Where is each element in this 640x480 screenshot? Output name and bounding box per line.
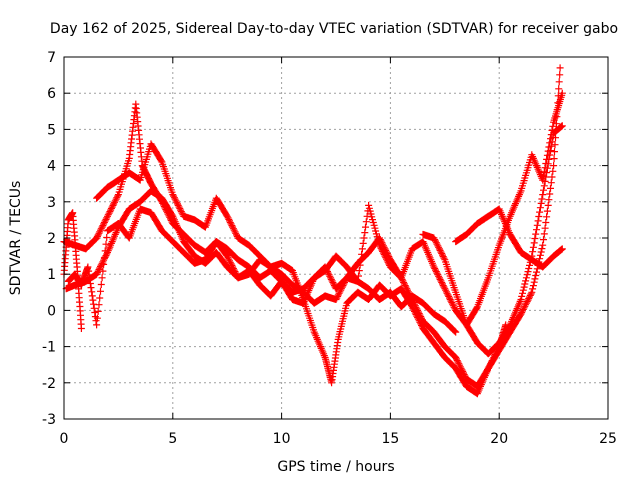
x-tick-label: 0	[60, 431, 69, 447]
y-tick-label: -1	[42, 340, 56, 356]
x-tick-label: 10	[273, 431, 291, 447]
data-points	[60, 64, 566, 398]
chart-title: Day 162 of 2025, Sidereal Day-to-day VTE…	[50, 21, 618, 37]
y-tick-label: 3	[47, 195, 56, 211]
y-tick-label: -2	[42, 376, 56, 392]
y-axis-label: SDTVAR / TECUs	[8, 181, 24, 296]
y-tick-label: 4	[47, 159, 56, 175]
y-tick-label: 0	[47, 303, 56, 319]
y-tick-label: 7	[47, 50, 56, 66]
y-tick-label: -3	[42, 412, 56, 428]
y-tick-label: 2	[47, 231, 56, 247]
grid	[64, 57, 608, 419]
axes: 0 5 10 15 20 25 -3 -2 -1 0 1 2 3 4 5 6 7	[42, 50, 617, 447]
x-tick-label: 20	[490, 431, 508, 447]
y-tick-label: 6	[47, 86, 56, 102]
series-markers	[93, 122, 566, 358]
series-track-e	[64, 205, 510, 398]
series-track-f	[419, 89, 566, 329]
series-track-d	[93, 122, 566, 358]
x-axis-label: GPS time / hours	[277, 459, 394, 475]
y-tick-label: 1	[47, 267, 56, 283]
series-markers	[64, 205, 510, 398]
x-tick-label: 25	[599, 431, 617, 447]
series-markers	[419, 89, 566, 329]
x-tick-label: 5	[168, 431, 177, 447]
y-tick-label: 5	[47, 122, 56, 138]
series-track-g	[452, 205, 566, 271]
x-tick-label: 15	[381, 431, 399, 447]
series-markers	[452, 205, 566, 271]
